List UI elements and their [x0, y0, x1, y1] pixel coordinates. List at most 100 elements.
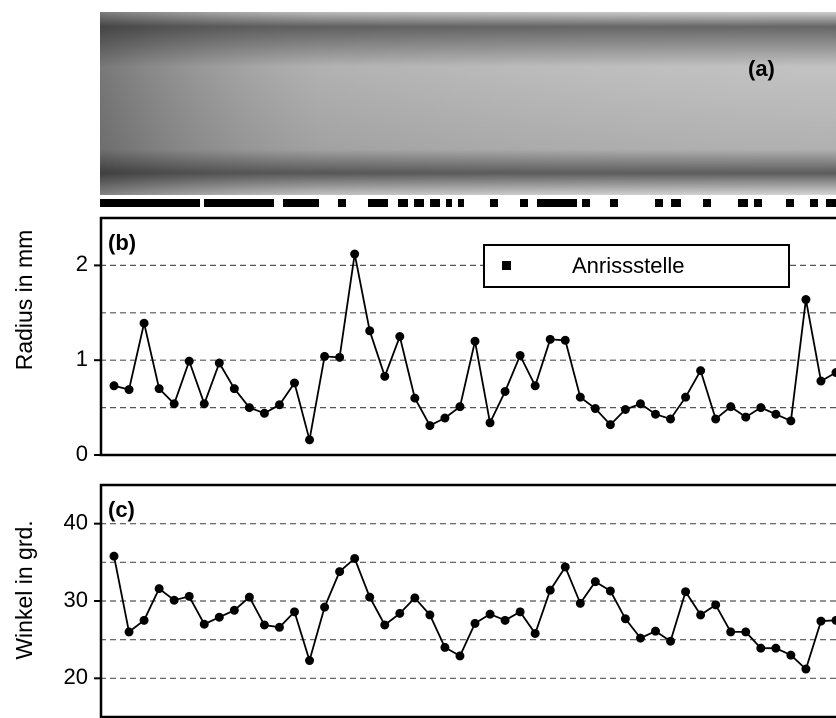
data-point — [816, 376, 826, 386]
data-point — [545, 585, 555, 595]
data-point — [199, 399, 209, 409]
data-point — [229, 605, 239, 615]
y-tick-label: 1 — [76, 346, 88, 371]
data-point — [455, 651, 465, 661]
data-point — [515, 607, 525, 617]
data-point — [244, 403, 254, 413]
data-line — [113, 555, 836, 671]
data-point — [169, 399, 179, 409]
y-tick-label: 20 — [64, 664, 88, 689]
crack-site — [490, 199, 498, 207]
crack-site — [655, 199, 663, 207]
data-point — [651, 409, 660, 419]
photo-shading — [100, 12, 836, 195]
y-tick-label: 30 — [64, 587, 88, 612]
data-point — [470, 336, 480, 346]
data-point — [365, 326, 375, 336]
legend-marker — [502, 261, 511, 270]
data-point — [244, 592, 254, 602]
data-point — [184, 591, 194, 601]
data-point — [786, 650, 796, 660]
data-point — [214, 612, 224, 622]
data-point — [530, 628, 540, 638]
data-point — [696, 366, 706, 376]
crack-site — [520, 199, 528, 207]
data-point — [139, 615, 149, 625]
data-point — [575, 392, 585, 402]
data-point — [350, 249, 360, 259]
data-point — [590, 404, 600, 414]
data-point — [305, 656, 315, 666]
data-point — [290, 378, 299, 388]
y-tick-label: 2 — [76, 251, 88, 276]
crack-site — [338, 199, 346, 207]
y-tick-label: 40 — [64, 509, 88, 534]
data-point — [274, 400, 284, 410]
data-point — [335, 567, 345, 577]
data-point — [199, 619, 209, 629]
data-point — [320, 351, 330, 361]
data-point — [455, 402, 465, 412]
data-point — [741, 412, 751, 422]
data-point — [816, 616, 826, 626]
data-point — [440, 642, 450, 652]
data-point — [290, 607, 299, 617]
data-point — [410, 593, 420, 603]
crack-site — [430, 199, 440, 207]
data-point — [154, 384, 164, 394]
data-point — [741, 627, 751, 637]
data-point — [380, 620, 390, 630]
crack-site — [738, 199, 748, 207]
data-point — [666, 636, 676, 646]
data-point — [666, 414, 676, 424]
data-point — [259, 408, 269, 418]
data-point — [560, 562, 570, 572]
data-point — [756, 643, 766, 653]
crack-site — [368, 199, 388, 207]
data-point — [711, 600, 721, 610]
data-point — [259, 620, 269, 630]
data-point — [801, 295, 811, 305]
data-point — [635, 633, 645, 643]
data-point — [410, 393, 420, 403]
crack-site — [671, 199, 681, 207]
crack-site — [100, 199, 200, 207]
panel-label: (b) — [108, 230, 136, 255]
crack-site — [458, 199, 464, 207]
data-point — [169, 595, 179, 605]
data-point — [756, 403, 766, 413]
data-point — [696, 610, 706, 620]
plot-frame — [99, 216, 836, 457]
data-point — [726, 402, 736, 412]
data-point — [786, 416, 796, 426]
data-point — [545, 334, 555, 344]
data-point — [620, 404, 630, 414]
data-point — [305, 435, 315, 445]
data-point — [425, 421, 435, 431]
data-point — [831, 368, 836, 378]
charts: 0 1 2 Radius in mm (b) Anrissstelle 20 30 40 Wink… — [11, 216, 836, 718]
data-point — [124, 627, 134, 637]
data-point — [485, 609, 495, 619]
data-point — [681, 392, 691, 402]
data-point — [395, 332, 405, 341]
data-point — [229, 384, 239, 394]
data-point — [350, 553, 360, 563]
data-point — [771, 643, 781, 653]
crack-site — [754, 199, 762, 207]
data-point — [124, 385, 134, 395]
crack-site — [786, 199, 794, 207]
y-tick-label: 0 — [76, 441, 88, 466]
data-point — [109, 381, 119, 391]
y-axis-title: Winkel in grd. — [11, 520, 37, 659]
photo-panel: (a) — [100, 12, 836, 195]
panel-label: (a) — [748, 56, 775, 81]
data-point — [831, 615, 836, 625]
data-point — [605, 586, 615, 596]
data-point — [771, 409, 781, 419]
data-point — [395, 608, 405, 618]
crack-site — [703, 199, 711, 207]
data-point — [274, 622, 284, 632]
data-point — [801, 664, 811, 674]
